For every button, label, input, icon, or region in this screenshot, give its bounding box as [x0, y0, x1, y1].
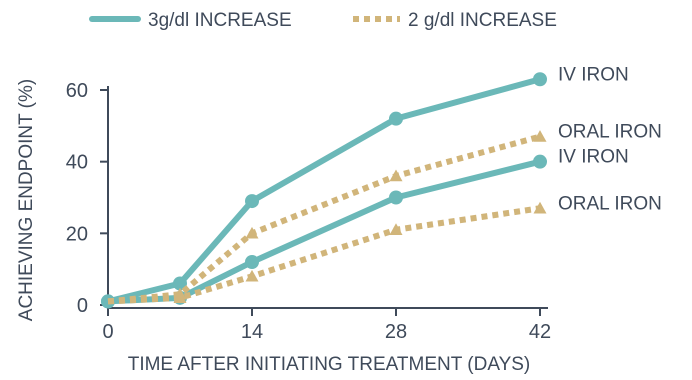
- y-tick-label: 60: [66, 80, 88, 102]
- data-point: [389, 169, 403, 182]
- x-axis-title: TIME AFTER INITIATING TREATMENT (DAYS): [128, 354, 531, 375]
- data-point: [173, 276, 187, 291]
- series-1: IV IRON: [101, 147, 629, 309]
- data-point: [245, 269, 259, 282]
- x-tick-label: 42: [529, 321, 551, 343]
- data-point: [533, 201, 547, 214]
- series-label: ORAL IRON: [558, 193, 662, 214]
- series-line: [105, 158, 543, 305]
- series-label: IV IRON: [558, 64, 629, 85]
- legend: 3g/dl INCREASE 2 g/dl INCREASE: [89, 10, 557, 31]
- y-axis-title: ACHIEVING ENDPOINT (%): [16, 79, 37, 321]
- ticks: 0 20 40 60 0 14 28 42: [66, 80, 551, 343]
- x-tick-label: 0: [102, 321, 113, 343]
- data-point: [245, 226, 259, 239]
- series-line: [105, 76, 543, 305]
- legend-label-solid: 3g/dl INCREASE: [148, 10, 292, 31]
- y-tick-label: 0: [77, 295, 88, 317]
- x-tick-label: 14: [241, 321, 263, 343]
- data-point: [173, 291, 187, 304]
- series-3: ORAL IRON: [107, 193, 662, 305]
- axes: [107, 86, 548, 309]
- y-tick-label: 40: [66, 152, 88, 174]
- data-point: [389, 111, 403, 126]
- data-point: [389, 223, 403, 235]
- x-tick-label: 28: [385, 321, 407, 343]
- series-label: ORAL IRON: [558, 122, 662, 143]
- data-point: [533, 72, 547, 87]
- data-point: [389, 190, 403, 205]
- data-point: [245, 255, 259, 269]
- series-label: IV IRON: [558, 147, 629, 168]
- y-tick-label: 20: [66, 223, 88, 245]
- data-point: [533, 130, 547, 142]
- legend-label-dotted: 2 g/dl INCREASE: [408, 10, 557, 31]
- data-point: [533, 154, 547, 169]
- data-point: [245, 194, 259, 209]
- series-layer: IV IRON IV IRON ORAL IRON ORAL IRON: [101, 64, 662, 309]
